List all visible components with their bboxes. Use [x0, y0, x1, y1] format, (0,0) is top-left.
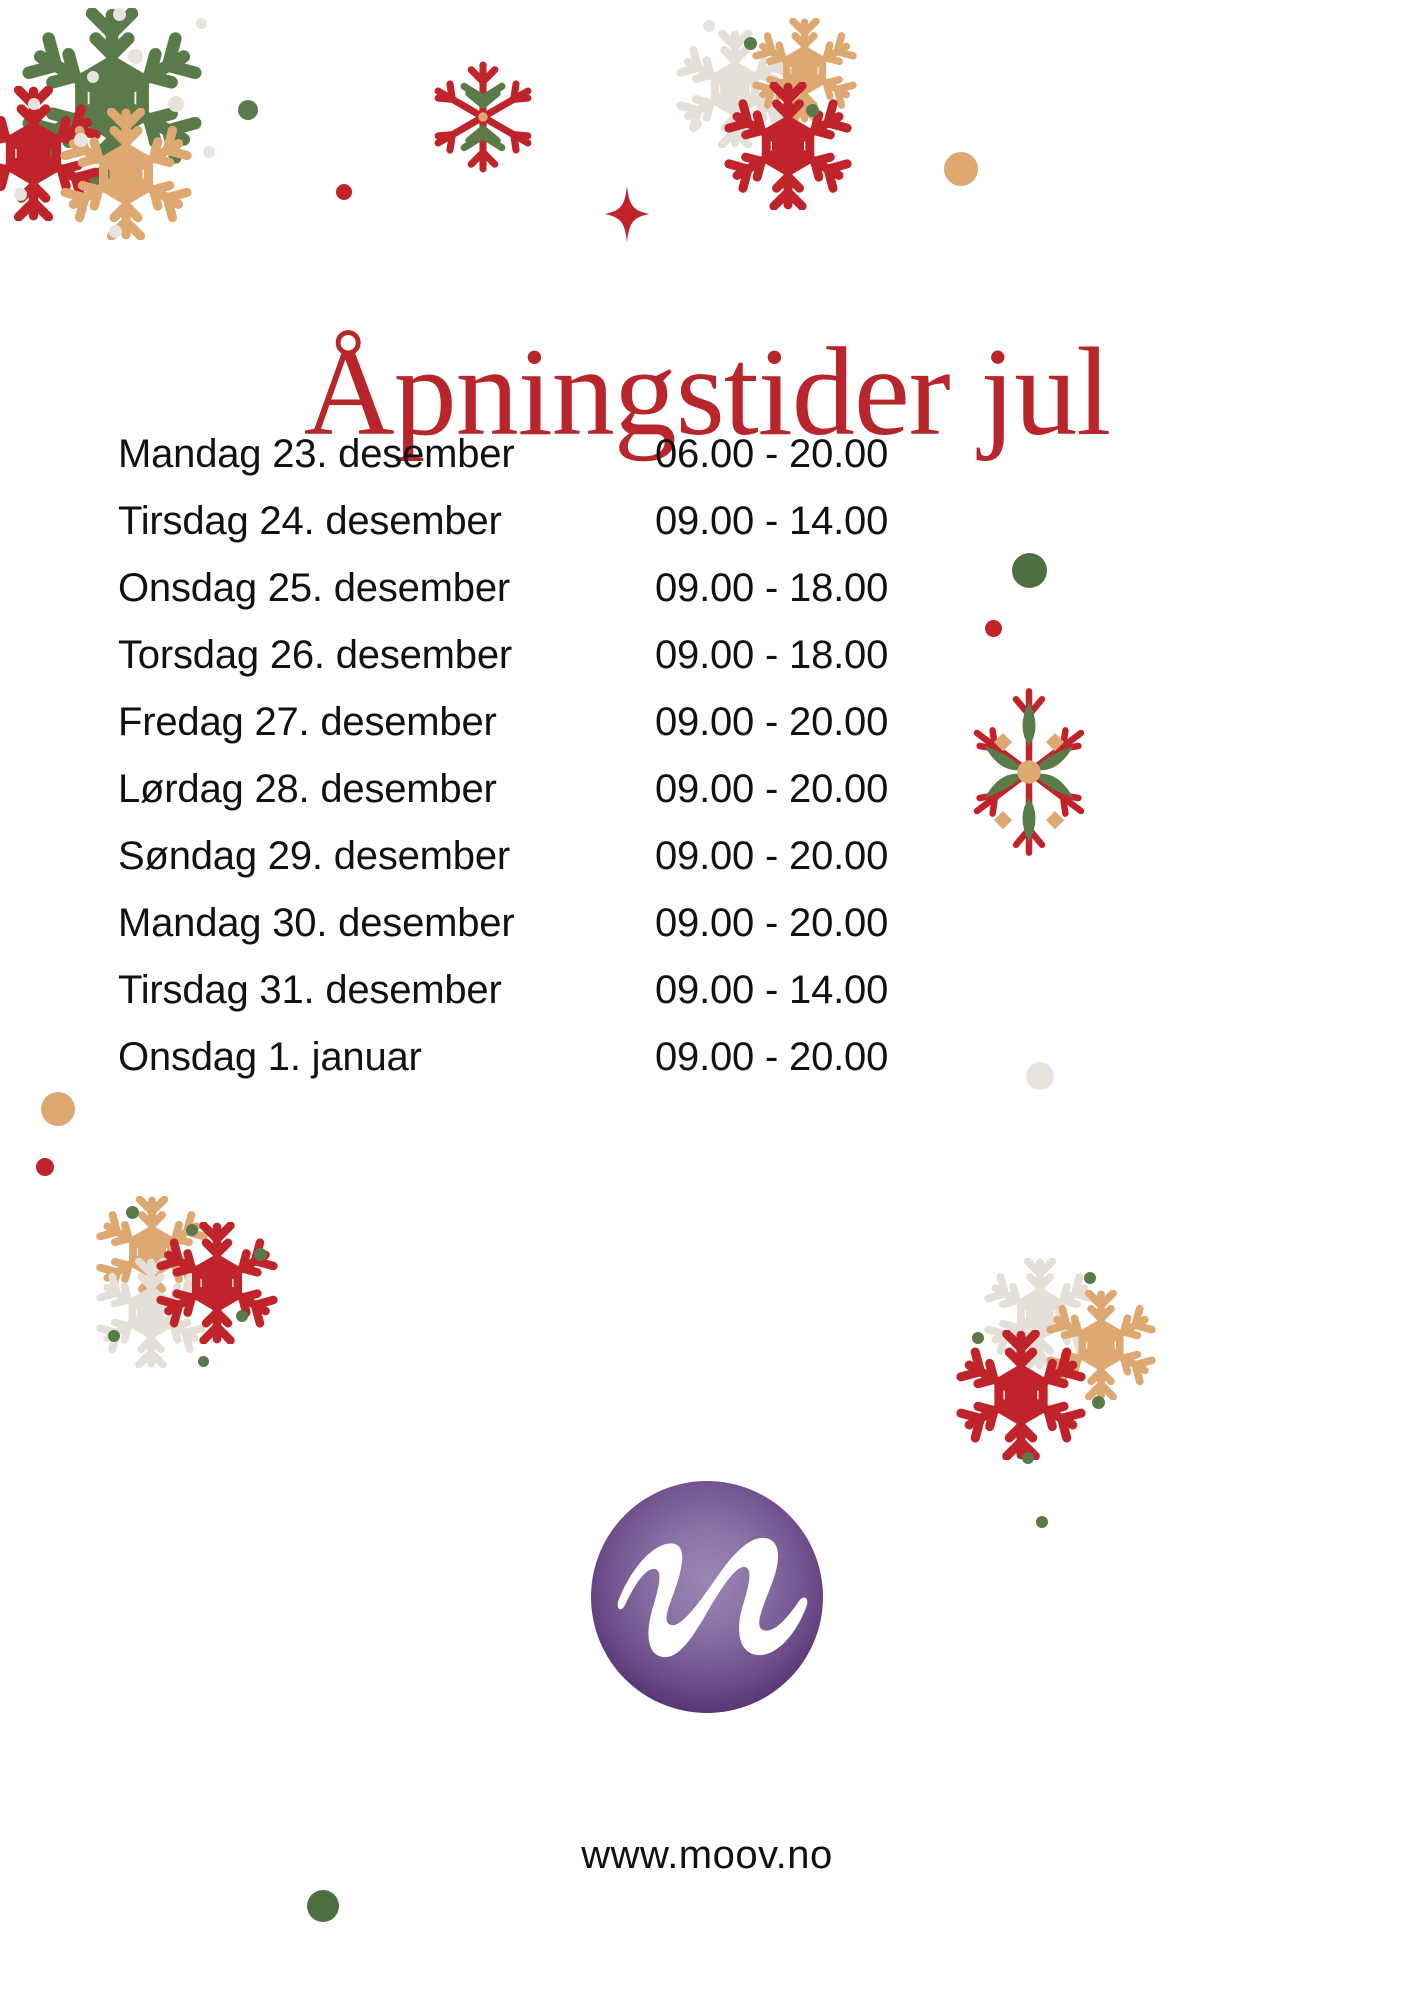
dot-green — [806, 104, 819, 117]
dot-green — [1022, 1452, 1034, 1464]
dot-tan — [944, 152, 978, 186]
snowflake-icon-center-top — [424, 58, 542, 176]
snowflake-icon-red-bottomright — [956, 1330, 1086, 1460]
hours-day-label: Mandag 23. desember — [118, 432, 515, 476]
hours-time-value: 09.00 - 14.00 — [655, 499, 889, 543]
hours-time-value: 09.00 - 20.00 — [655, 1035, 889, 1079]
snowflake-icon-tan-topright — [752, 18, 857, 123]
dot-beige — [128, 49, 143, 64]
snowflake-icon-red-topright — [724, 82, 852, 210]
opening-hours-list: Mandag 23. desember 06.00 - 20.00 Tirsda… — [118, 432, 918, 1102]
logo-m-icon — [617, 1537, 808, 1658]
dot-tan — [41, 1092, 75, 1126]
snowflake-icon-tan-bottomright — [1046, 1290, 1156, 1400]
dot-beige — [14, 188, 27, 201]
dot-green — [972, 1332, 984, 1344]
snowflake-icon-red-topleft — [0, 86, 101, 221]
dot-beige — [196, 18, 207, 29]
hours-row: Fredag 27. desember 09.00 - 20.00 — [118, 700, 918, 767]
dot-green — [1012, 553, 1047, 588]
dot-green — [108, 1330, 120, 1342]
snowflake-icon-green-topleft — [22, 8, 202, 188]
hours-row: Onsdag 1. januar 09.00 - 20.00 — [118, 1035, 918, 1102]
dot-green — [1036, 1516, 1048, 1528]
dot-green — [1092, 1396, 1105, 1409]
hours-day-label: Tirsdag 31. desember — [118, 968, 502, 1012]
hours-row: Onsdag 25. desember 09.00 - 18.00 — [118, 566, 918, 633]
snowflake-icon-red-bottomleft — [156, 1222, 278, 1344]
hours-time-value: 09.00 - 18.00 — [655, 633, 889, 677]
dot-beige — [168, 96, 184, 112]
dot-beige — [109, 225, 122, 238]
hours-time-value: 09.00 - 20.00 — [655, 767, 889, 811]
hours-day-label: Lørdag 28. desember — [118, 767, 497, 811]
dot-beige — [87, 71, 99, 83]
dot-green — [198, 1356, 209, 1367]
hours-row: Mandag 23. desember 06.00 - 20.00 — [118, 432, 918, 499]
hours-day-label: Søndag 29. desember — [118, 834, 511, 878]
dot-green — [744, 37, 757, 50]
dot-beige — [1026, 1062, 1054, 1090]
website-url[interactable]: www.moov.no — [581, 1833, 833, 1877]
snowflake-icon-beige-bottomleft — [96, 1258, 206, 1368]
snowflake-icon-beige-topright — [676, 30, 794, 148]
dot-beige — [203, 146, 215, 158]
snowflake-icon-tan-topleft — [60, 108, 192, 240]
page-title: Åpningstider jul — [303, 323, 1111, 463]
hours-time-value: 09.00 - 14.00 — [655, 968, 889, 1012]
logo-circle — [591, 1481, 823, 1713]
dot-beige — [74, 133, 88, 147]
snowflake-icon-right-middle — [973, 688, 1085, 856]
hours-row: Søndag 29. desember 09.00 - 20.00 — [118, 834, 918, 901]
hours-time-value: 09.00 - 18.00 — [655, 566, 889, 610]
dot-beige — [28, 98, 40, 110]
dot-red — [985, 620, 1002, 637]
dot-green — [238, 100, 258, 120]
hours-row: Tirsdag 24. desember 09.00 - 14.00 — [118, 499, 918, 566]
hours-time-value: 06.00 - 20.00 — [655, 432, 889, 476]
hours-time-value: 09.00 - 20.00 — [655, 700, 889, 744]
hours-day-label: Mandag 30. desember — [118, 901, 515, 945]
hours-time-value: 09.00 - 20.00 — [655, 834, 889, 878]
dot-green — [236, 1310, 248, 1322]
hours-row: Tirsdag 31. desember 09.00 - 14.00 — [118, 968, 918, 1035]
dot-beige — [690, 118, 702, 130]
dot-green — [254, 1248, 267, 1261]
dot-beige — [113, 8, 126, 21]
hours-time-value: 09.00 - 20.00 — [655, 901, 889, 945]
dot-beige — [703, 20, 715, 32]
hours-row: Lørdag 28. desember 09.00 - 20.00 — [118, 767, 918, 834]
dot-green — [307, 1890, 339, 1922]
hours-row: Torsdag 26. desember 09.00 - 18.00 — [118, 633, 918, 700]
dot-red — [36, 1158, 54, 1176]
snowflake-icon-tan-bottomleft — [96, 1196, 208, 1308]
hours-row: Mandag 30. desember 09.00 - 20.00 — [118, 901, 918, 968]
dot-green — [1084, 1272, 1096, 1284]
sparkle-icon-red — [604, 186, 650, 242]
hours-day-label: Onsdag 25. desember — [118, 566, 511, 610]
brand-logo — [591, 1481, 823, 1713]
hours-day-label: Torsdag 26. desember — [118, 633, 513, 677]
snowflake-icon-beige-bottomright — [984, 1258, 1096, 1370]
hours-day-label: Fredag 27. desember — [118, 700, 497, 744]
dot-green — [186, 1224, 198, 1236]
dot-red — [336, 184, 352, 200]
hours-day-label: Onsdag 1. januar — [118, 1035, 422, 1079]
dot-green — [126, 1206, 139, 1219]
hours-day-label: Tirsdag 24. desember — [118, 499, 502, 543]
